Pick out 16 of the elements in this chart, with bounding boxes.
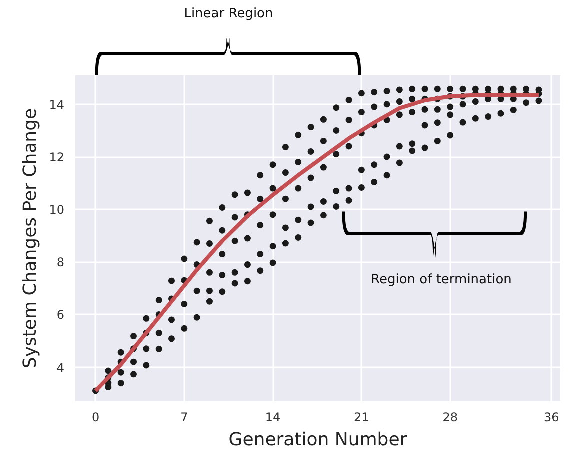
x-tick-label: 28 [442, 410, 458, 424]
x-tick-label: 14 [265, 410, 281, 424]
y-axis-title: System Changes Per Change [20, 108, 42, 369]
y-tick-label: 4 [56, 360, 65, 375]
x-tick-label: 21 [354, 410, 370, 424]
y-tick-label: 12 [49, 150, 65, 164]
y-tick-label: 10 [49, 203, 65, 218]
y-tick-label: 6 [56, 308, 65, 322]
y-tick-label: 8 [56, 256, 65, 270]
y-tick-label: 14 [49, 98, 65, 112]
x-tick-label: 0 [92, 410, 100, 424]
x-tick-label: 36 [544, 410, 560, 424]
annotation: Region of termination [371, 272, 512, 288]
x-tick-label: 7 [180, 410, 188, 424]
x-axis-title: Generation Number [228, 430, 408, 450]
text: Linear Region [184, 6, 274, 22]
